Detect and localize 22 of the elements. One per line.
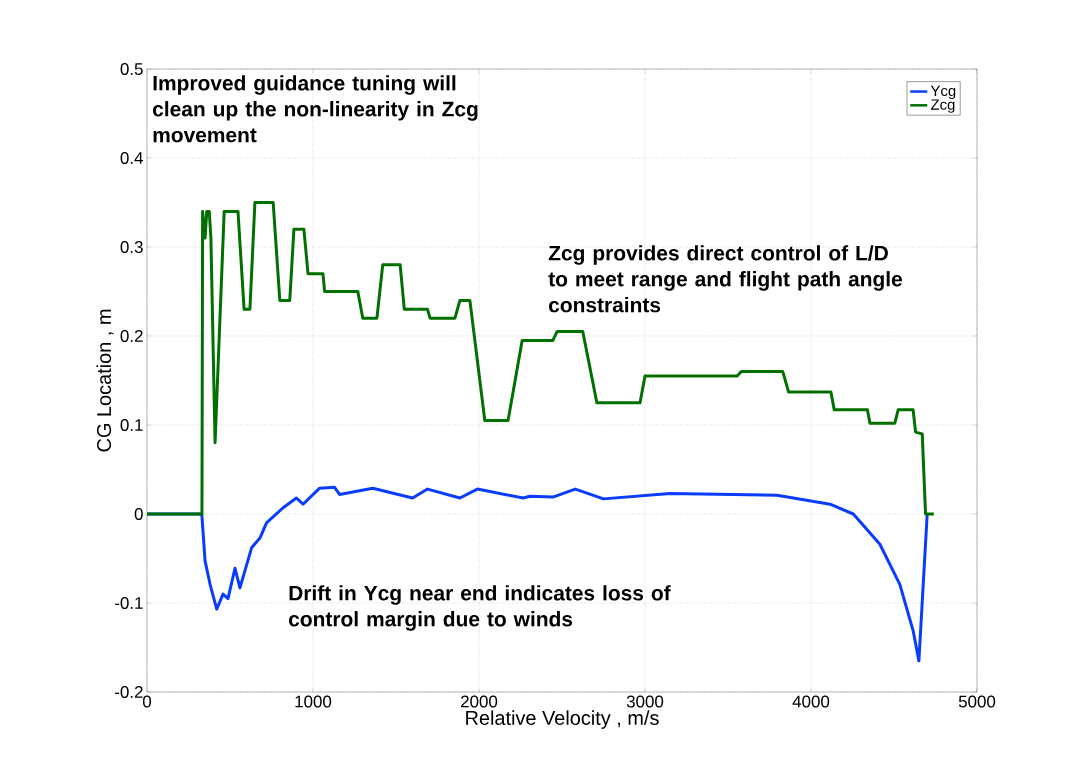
y-tick-label: 0.3 [120, 241, 143, 253]
x-tick-label: 1000 [295, 695, 332, 708]
line-series [147, 201, 936, 516]
legend-label: Ycg [930, 85, 956, 100]
y-tick-label: 0.1 [120, 419, 143, 431]
y-tick-label: 0.5 [120, 63, 143, 75]
y-tick-label: 0.4 [120, 152, 143, 164]
x-axis-title: Relative Velocity , m/s [466, 710, 659, 729]
x-tick-label: 4000 [792, 695, 830, 708]
y-tick-label: 0 [134, 508, 143, 520]
x-tick-label: 5000 [958, 695, 996, 708]
annotation: Drift in Ycg near end indicates loss of control margin due to winds [289, 585, 671, 631]
annotation: Improved guidance tuning will clean up the non-linearity in Zcg movement [153, 75, 478, 143]
y-tick-label: 0.2 [120, 330, 143, 342]
x-tick-label: 3000 [626, 695, 664, 708]
y-axis-title: CG Location , m [96, 309, 114, 452]
legend-label: Zcg [930, 99, 955, 113]
y-tick-label: -0.2 [115, 686, 143, 698]
y-tick-label: -0.1 [115, 597, 143, 609]
x-tick-label: 0 [142, 695, 152, 708]
x-tick-label: 2000 [461, 695, 498, 708]
annotation: Zcg provides direct control of L/D to meet range and flight path angle constraints [548, 245, 903, 313]
